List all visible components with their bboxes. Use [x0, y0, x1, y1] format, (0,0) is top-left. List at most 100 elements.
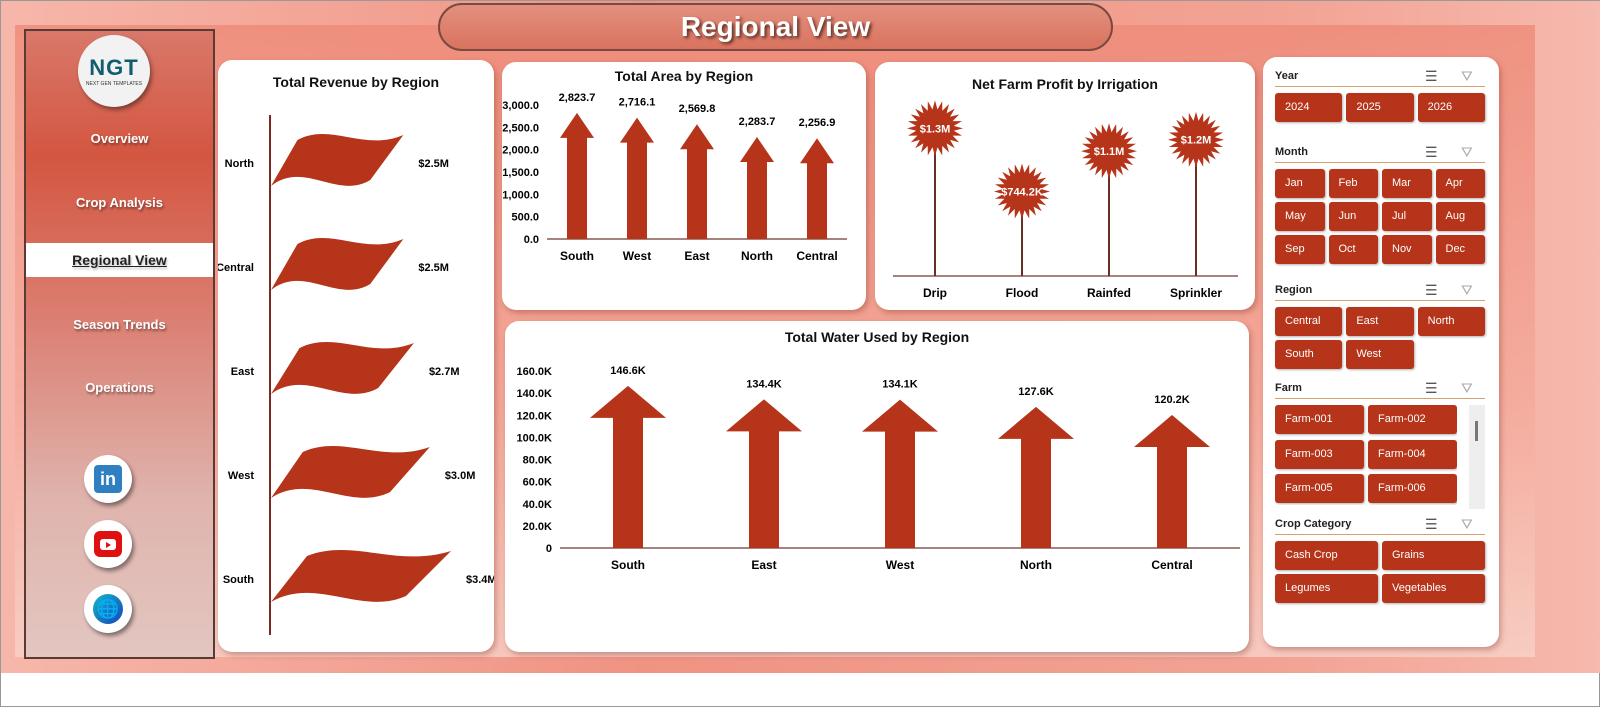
slicer-header: Year ☰ ⛛ — [1275, 65, 1485, 87]
x-tick-label: West — [623, 249, 651, 263]
nav-operations[interactable]: Operations — [85, 380, 154, 395]
slicer-title: Crop Category — [1275, 518, 1352, 530]
x-tick-label: Central — [796, 249, 837, 263]
slicer-item[interactable]: Farm-003 — [1275, 439, 1364, 469]
slicer-item[interactable]: Jun — [1328, 202, 1378, 231]
slicer-item[interactable]: Nov — [1382, 235, 1432, 264]
slicer-item[interactable]: Farm-005 — [1275, 474, 1364, 504]
bar[interactable] — [862, 399, 938, 548]
category-label: North — [225, 158, 255, 170]
slicer-item[interactable]: Dec — [1435, 235, 1485, 264]
logo-text: NGT — [89, 55, 139, 80]
multi-select-icon[interactable]: ☰ — [1425, 516, 1438, 532]
multi-select-icon[interactable]: ☰ — [1425, 282, 1438, 298]
slicer-item[interactable]: Farm-004 — [1368, 439, 1457, 469]
bar[interactable] — [590, 385, 666, 548]
slicer-item[interactable]: West — [1346, 340, 1414, 369]
profit-by-irrigation-card: Net Farm Profit by Irrigation $1.3M Drip $… — [875, 62, 1255, 310]
slicer-item[interactable]: South — [1275, 340, 1343, 369]
clear-filter-icon[interactable]: ⛛ — [1461, 282, 1473, 298]
y-tick-label: 20.0K — [523, 521, 552, 533]
x-tick-label: North — [741, 249, 773, 263]
logo[interactable]: NGT NEXT GEN TEMPLATES — [78, 35, 150, 107]
youtube-icon[interactable] — [84, 520, 132, 568]
slicer-item[interactable]: Aug — [1435, 202, 1485, 231]
data-label: 134.1K — [882, 379, 918, 391]
bar[interactable] — [1134, 415, 1210, 548]
slicer-item[interactable]: Grains — [1382, 541, 1485, 570]
category-label: Central — [218, 262, 254, 274]
slicer-item[interactable]: 2026 — [1417, 93, 1485, 122]
slicer-item[interactable]: Sep — [1275, 235, 1325, 264]
profit-marker[interactable] — [907, 100, 963, 157]
revenue-bar[interactable] — [271, 446, 430, 498]
slicer-item[interactable]: Farm-006 — [1368, 474, 1457, 504]
nav-season-trends[interactable]: Season Trends — [73, 317, 166, 332]
slicer-panel: Year ☰ ⛛ 2024 2025 2026 Month ☰ ⛛ Jan Feb Mar Apr May… — [1263, 57, 1499, 647]
slicer-item[interactable]: Vegetables — [1382, 574, 1485, 603]
slicer-item[interactable]: May — [1275, 202, 1325, 231]
nav-crop-analysis[interactable]: Crop Analysis — [76, 195, 163, 210]
x-tick-label: Sprinkler — [1170, 286, 1222, 300]
data-label: $3.0M — [445, 470, 476, 482]
data-label: 2,256.9 — [799, 117, 836, 129]
data-label: $1.3M — [920, 123, 951, 135]
y-tick-label: 80.0K — [523, 455, 552, 467]
scrollbar-thumb[interactable] — [1475, 421, 1478, 441]
globe-icon[interactable]: 🌐 — [84, 585, 132, 633]
slicer-item[interactable]: Farm-002 — [1368, 405, 1457, 434]
slicer-title: Farm — [1275, 382, 1302, 394]
slicer-title: Month — [1275, 146, 1308, 158]
slicer-item[interactable]: North — [1417, 307, 1485, 336]
revenue-bar[interactable] — [271, 134, 404, 186]
bar[interactable] — [680, 124, 714, 239]
revenue-bar[interactable] — [271, 238, 404, 290]
data-label: $2.5M — [418, 158, 449, 170]
slicer-item[interactable]: 2024 — [1275, 93, 1343, 122]
nav-regional-view[interactable]: Regional View — [26, 243, 213, 277]
linkedin-icon[interactable]: in — [84, 455, 132, 503]
nav-overview[interactable]: Overview — [90, 131, 149, 146]
bar[interactable] — [800, 138, 834, 239]
multi-select-icon[interactable]: ☰ — [1425, 380, 1438, 396]
slicer-item[interactable]: 2025 — [1346, 93, 1414, 122]
multi-select-icon[interactable]: ☰ — [1425, 144, 1438, 160]
bar[interactable] — [740, 136, 774, 239]
bar[interactable] — [998, 406, 1074, 548]
bar[interactable] — [560, 112, 594, 239]
slicer-crop-category: Crop Category ☰ ⛛ Cash Crop Grains Legumes Veg… — [1275, 513, 1485, 603]
slicer-item[interactable]: Oct — [1328, 235, 1378, 264]
slicer-item[interactable]: Farm-001 — [1275, 405, 1364, 434]
bar[interactable] — [620, 117, 654, 239]
revenue-bar[interactable] — [271, 550, 451, 602]
slicer-item[interactable]: East — [1346, 307, 1414, 336]
clear-filter-icon[interactable]: ⛛ — [1461, 380, 1473, 396]
x-tick-label: South — [611, 558, 645, 572]
chart-title: Total Revenue by Region — [272, 74, 440, 90]
clear-filter-icon[interactable]: ⛛ — [1461, 68, 1473, 84]
bar[interactable] — [726, 399, 802, 548]
profit-marker[interactable] — [994, 163, 1050, 220]
data-label: 2,283.7 — [739, 116, 776, 128]
profit-marker[interactable] — [1168, 111, 1224, 168]
slicer-item[interactable]: Jul — [1382, 202, 1432, 231]
slicer-item[interactable]: Cash Crop — [1275, 541, 1378, 570]
profit-marker[interactable] — [1081, 123, 1137, 180]
slicer-item[interactable]: Jan — [1275, 169, 1325, 198]
logo-subtext: NEXT GEN TEMPLATES — [85, 81, 143, 87]
clear-filter-icon[interactable]: ⛛ — [1461, 516, 1473, 532]
clear-filter-icon[interactable]: ⛛ — [1461, 144, 1473, 160]
slicer-item[interactable]: Mar — [1382, 169, 1432, 198]
y-tick-label: 2,000.0 — [502, 145, 539, 157]
slicer-item[interactable]: Apr — [1435, 169, 1485, 198]
y-tick-label: 160.0K — [517, 366, 553, 378]
revenue-bar[interactable] — [271, 342, 414, 394]
scrollbar[interactable] — [1469, 405, 1485, 509]
data-label: $744.2K — [1001, 186, 1043, 198]
multi-select-icon[interactable]: ☰ — [1425, 68, 1438, 84]
page-title: Regional View — [438, 3, 1113, 51]
slicer-item[interactable]: Central — [1275, 307, 1343, 336]
y-tick-label: 100.0K — [517, 432, 553, 444]
slicer-item[interactable]: Feb — [1328, 169, 1378, 198]
slicer-item[interactable]: Legumes — [1275, 574, 1378, 603]
